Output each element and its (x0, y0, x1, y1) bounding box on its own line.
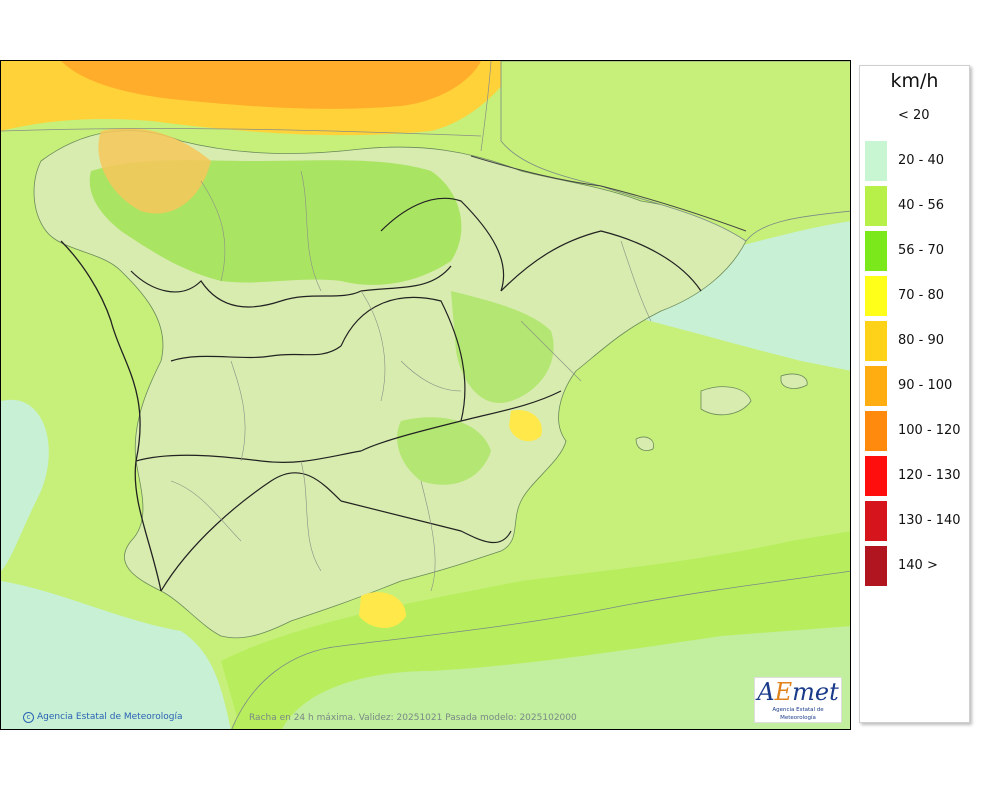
field-70-80-alboran (359, 592, 406, 629)
legend-label: 140 > (898, 558, 938, 573)
legend-label: 40 - 56 (898, 198, 945, 213)
province-borders (170, 170, 652, 592)
legend-item: 90 - 100 (864, 366, 968, 406)
aemet-logo-word: AEmet (757, 678, 839, 706)
legend-label: 56 - 70 (898, 243, 945, 258)
legend-swatch (865, 186, 887, 226)
legend-swatch (865, 501, 887, 541)
legend-item: 120 - 130 (864, 456, 968, 496)
validity-text: Racha en 24 h máxima. Validez: 20251021 … (249, 713, 577, 723)
field-70-80-valencia (509, 410, 542, 442)
field-20-40-balearic (561, 221, 850, 371)
map-graphic (1, 61, 850, 729)
legend-label: 120 - 130 (898, 468, 961, 483)
legend: km/h < 20 20 - 40 40 - 56 56 - 70 70 - 80 80 … (859, 65, 970, 723)
legend-item: < 20 (864, 96, 968, 136)
legend-item: 80 - 90 (864, 321, 968, 361)
legend-swatch (865, 546, 887, 586)
legend-label: 20 - 40 (898, 153, 945, 168)
legend-swatch (865, 456, 887, 496)
legend-swatch (865, 276, 887, 316)
legend-label: 100 - 120 (898, 423, 961, 438)
field-20-40-africa (282, 626, 850, 729)
legend-label: 70 - 80 (898, 288, 945, 303)
legend-label: 80 - 90 (898, 333, 945, 348)
mallorca (700, 386, 752, 416)
credit-text: Agencia Estatal de Meteorología (37, 712, 183, 722)
aemet-logo[interactable]: AEmet Agencia Estatal de Meteorología (754, 677, 842, 723)
legend-item: 140 > (864, 546, 968, 586)
field-90-100-north (61, 61, 481, 109)
menorca (780, 373, 808, 389)
legend-swatch (865, 411, 887, 451)
field-80-90-galicia (98, 127, 211, 214)
legend-item: 100 - 120 (864, 411, 968, 451)
legend-item: 40 - 56 (864, 186, 968, 226)
portugal-border (60, 240, 162, 592)
legend-unit: km/h (890, 70, 939, 92)
legend-item: 20 - 40 (864, 141, 968, 181)
graticule (1, 61, 492, 152)
aemet-logo-subtitle: Agencia Estatal de Meteorología (772, 707, 824, 721)
legend-label: 130 - 140 (898, 513, 961, 528)
field-56-70-east (451, 291, 554, 403)
legend-item: 130 - 140 (864, 501, 968, 541)
legend-item: 70 - 80 (864, 276, 968, 316)
legend-swatch (865, 231, 887, 271)
legend-item: 56 - 70 (864, 231, 968, 271)
field-56-70-south (397, 417, 491, 485)
copyright-icon: c (23, 712, 34, 723)
legend-swatch (865, 366, 887, 406)
field-20-40-west (1, 399, 49, 571)
aemet-credit[interactable]: c Agencia Estatal de Meteorología (23, 712, 183, 723)
france-landmass (500, 61, 850, 242)
legend-label: 90 - 100 (898, 378, 953, 393)
wind-gust-map[interactable]: c Agencia Estatal de Meteorología Racha e… (0, 60, 851, 730)
legend-swatch (865, 321, 887, 361)
legend-swatch (865, 96, 887, 136)
ibiza (635, 436, 654, 451)
region-borders (130, 197, 702, 592)
legend-label: < 20 (898, 108, 930, 123)
field-20-40-southwest (1, 581, 231, 729)
legend-swatch (865, 141, 887, 181)
pyrenees-border (470, 155, 747, 232)
